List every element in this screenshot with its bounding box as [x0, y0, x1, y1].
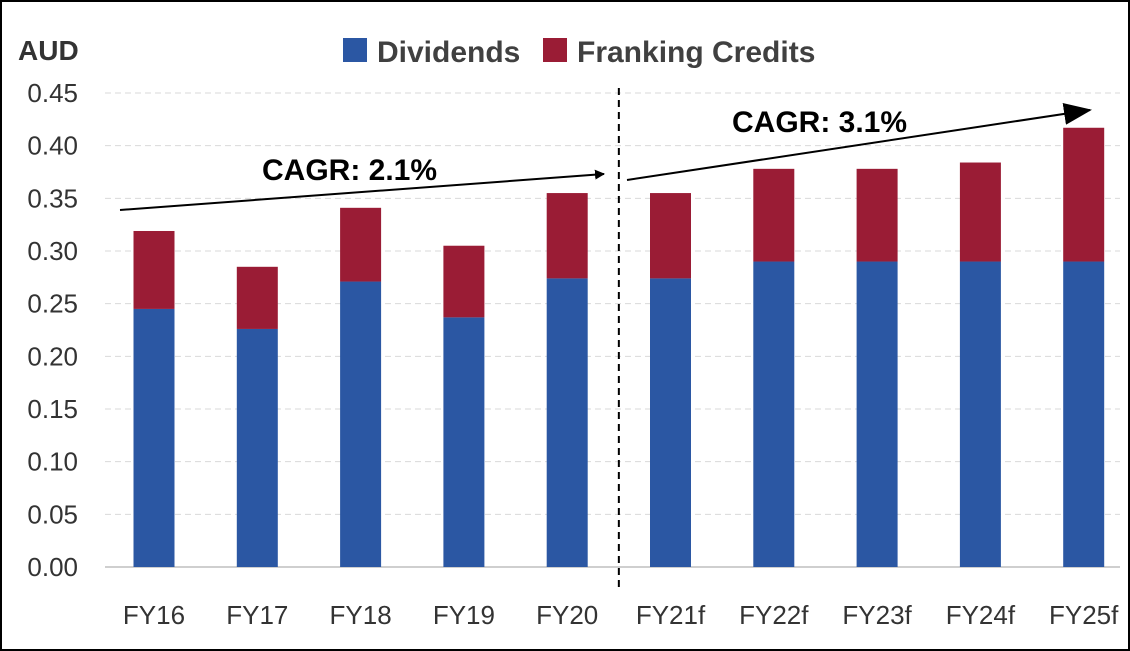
y-tick-label: 0.10	[27, 447, 78, 477]
x-tick-label: FY18	[330, 600, 392, 630]
bar-franking-credits-fy23f	[856, 168, 898, 262]
cagr-arrow-historical	[119, 169, 605, 211]
bar-dividends-fy18	[340, 281, 382, 567]
legend-label-dividends: Dividends	[377, 36, 520, 69]
y-tick-label: 0.30	[27, 236, 78, 266]
bar-dividends-fy22f	[753, 261, 795, 567]
bar-dividends-fy17	[236, 328, 278, 567]
y-tick-label: 0.00	[27, 552, 78, 582]
bar-franking-credits-fy24f	[959, 162, 1001, 262]
x-axis-ticks: FY16 FY17 FY18 FY19 FY20 FY21f FY22f FY23f FY24f…	[123, 600, 1119, 630]
bar-dividends-fy23f	[856, 261, 898, 567]
x-tick-label: FY19	[433, 600, 495, 630]
bar-franking-credits-fy18	[340, 207, 382, 282]
bar-franking-credits-fy21f	[650, 193, 691, 279]
bar-dividends-fy24f	[959, 261, 1001, 567]
legend: Dividends Franking Credits	[343, 36, 815, 69]
y-tick-label: 0.35	[27, 183, 78, 213]
bar-dividends-fy19	[443, 317, 485, 567]
bar-dividends-fy16	[133, 308, 175, 567]
x-tick-label: FY23f	[842, 600, 912, 630]
y-tick-label: 0.40	[27, 131, 78, 161]
legend-label-franking-credits: Franking Credits	[577, 36, 815, 69]
y-tick-label: 0.20	[27, 341, 78, 371]
x-tick-label: FY22f	[739, 600, 809, 630]
bar-franking-credits-fy17	[236, 266, 278, 329]
bars	[133, 127, 1105, 567]
cagr-label-forecast: CAGR: 3.1%	[732, 106, 907, 139]
x-tick-label: FY17	[226, 600, 288, 630]
bar-franking-credits-fy22f	[753, 168, 795, 262]
x-tick-label: FY20	[536, 600, 598, 630]
bar-franking-credits-fy16	[133, 230, 175, 309]
y-axis-label: AUD	[18, 35, 79, 66]
bar-franking-credits-fy19	[443, 245, 485, 318]
cagr-arrow-forecast	[626, 103, 1092, 181]
legend-swatch-dividends	[343, 38, 367, 62]
x-tick-label: FY25f	[1049, 600, 1119, 630]
bar-franking-credits-fy20	[546, 193, 588, 279]
y-tick-label: 0.25	[27, 289, 78, 319]
x-tick-label: FY16	[123, 600, 185, 630]
legend-swatch-franking-credits	[543, 38, 567, 62]
y-tick-label: 0.05	[27, 499, 78, 529]
bar-dividends-fy25f	[1063, 261, 1105, 567]
gridlines	[105, 92, 1120, 568]
x-tick-label: FY24f	[946, 600, 1016, 630]
y-tick-label: 0.15	[27, 394, 78, 424]
y-axis-ticks: 0.00 0.05 0.10 0.15 0.20 0.25 0.30 0.35 0.40 0.45	[27, 78, 78, 582]
cagr-label-historical: CAGR: 2.1%	[262, 154, 437, 187]
annotations: CAGR: 2.1% CAGR: 3.1%	[119, 103, 1092, 211]
x-tick-label: FY21f	[636, 600, 706, 630]
bar-dividends-fy20	[546, 278, 588, 567]
bar-franking-credits-fy25f	[1063, 127, 1105, 262]
bar-dividends-fy21f	[650, 278, 691, 567]
y-tick-label: 0.45	[27, 78, 78, 108]
